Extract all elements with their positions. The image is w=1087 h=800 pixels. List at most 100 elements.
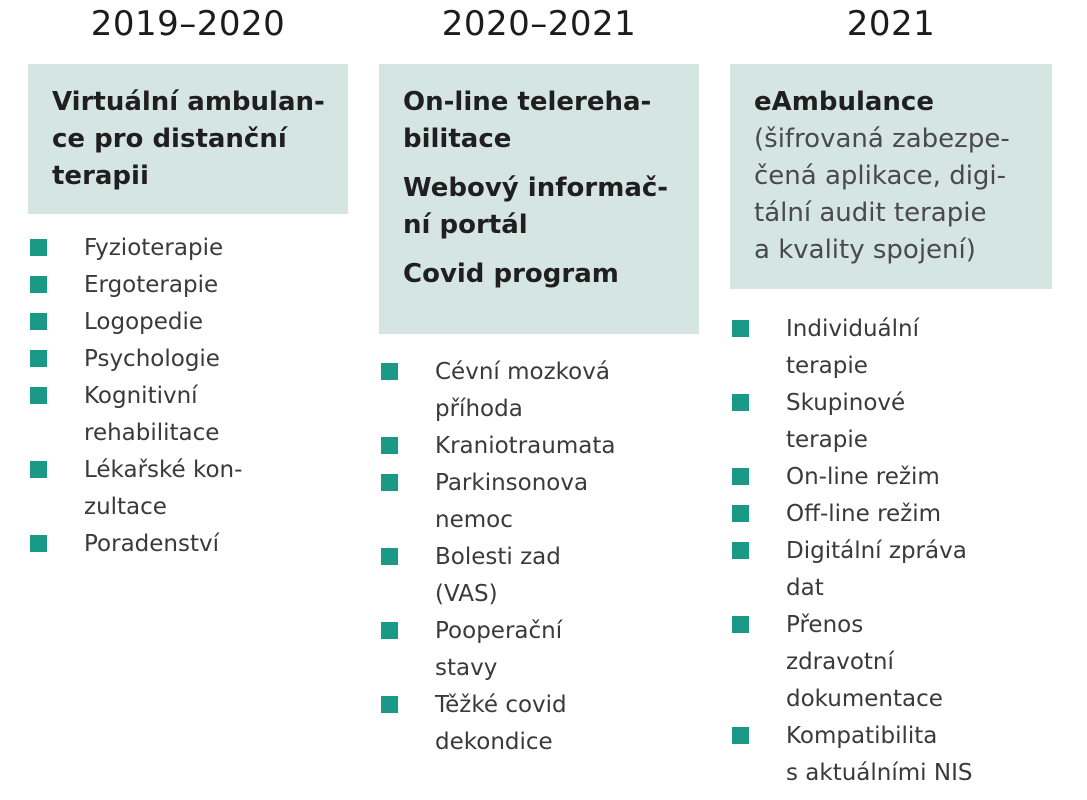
list-item: Kraniotraumata <box>379 428 699 465</box>
list-item-text: příhoda <box>435 396 523 422</box>
box-text-line: eAmbulance <box>754 87 934 117</box>
list-item-text: Psychologie <box>84 346 220 372</box>
square-bullet-icon <box>732 727 749 744</box>
list-item: Poradenství <box>28 526 348 563</box>
summary-box: Virtuální ambulan-ce pro distanční terapi… <box>28 64 348 214</box>
list-item-text: Skupinové <box>786 390 906 416</box>
square-bullet-icon <box>30 313 47 330</box>
box-spacer <box>403 158 675 170</box>
year-heading: 2019–2020 <box>90 4 286 44</box>
list-item-text: Digitální zpráva <box>786 538 967 564</box>
year-heading: 2021 <box>846 4 936 44</box>
square-bullet-icon <box>30 387 47 404</box>
box-text-line: čená aplikace, digi- <box>754 161 1007 191</box>
square-bullet-icon <box>732 320 749 337</box>
list-item-text: Off-line režim <box>786 501 942 527</box>
list-item-text: On-line režim <box>786 464 940 490</box>
square-bullet-icon <box>381 548 398 565</box>
list-item-text: Kraniotraumata <box>435 433 616 459</box>
timeline-column-2019-2020: 2019–2020 Virtuální ambulan-ce pro dista… <box>28 0 348 563</box>
square-bullet-icon <box>381 474 398 491</box>
list-item: Přenos zdravotní dokumentace <box>730 607 1052 718</box>
list-item-text: Kognitivní <box>84 383 198 409</box>
box-text-line: bilitace <box>403 124 512 154</box>
box-text-line: tální audit terapie <box>754 198 987 228</box>
square-bullet-icon <box>30 239 47 256</box>
summary-box: eAmbulance (šifrovaná zabezpe-čená aplika… <box>730 64 1052 289</box>
square-bullet-icon <box>732 505 749 522</box>
list-item-text: Přenos <box>786 612 864 638</box>
list-item-text: Těžké covid <box>435 692 567 718</box>
square-bullet-icon <box>30 461 47 478</box>
list-item-text: terapie <box>786 353 868 379</box>
list-item-text: Cévní mozková <box>435 359 610 385</box>
list-item: Pooperační stavy <box>379 613 699 687</box>
list-item-text: Fyzioterapie <box>84 235 224 261</box>
square-bullet-icon <box>381 696 398 713</box>
list-item: Skupinové terapie <box>730 385 1052 459</box>
list-item-text: Logopedie <box>84 309 204 335</box>
list-item: Lékařské kon-zultace <box>28 452 348 526</box>
list-item: Fyzioterapie <box>28 230 348 267</box>
list-item: Kognitivní rehabilitace <box>28 378 348 452</box>
list-item-text: dat <box>786 575 824 601</box>
square-bullet-icon <box>30 276 47 293</box>
list-item-text: dekondice <box>435 729 553 755</box>
list-item: Parkinsonova nemoc <box>379 465 699 539</box>
timeline-column-2020-2021: 2020–2021 On-line telereha-bilitace Webov… <box>379 0 699 761</box>
list-item-text: nemoc <box>435 507 513 533</box>
box-text-line: Virtuální ambulan- <box>52 87 325 117</box>
list-item-text: dokumentace <box>786 686 943 712</box>
list-item: Těžké covid dekondice <box>379 687 699 761</box>
list-item: Bolesti zad (VAS) <box>379 539 699 613</box>
list-item-text: Poradenství <box>84 531 220 557</box>
list-item-text: Individuální <box>786 316 919 342</box>
list-item: Ergoterapie <box>28 267 348 304</box>
item-list: Cévní mozková příhoda Kraniotraumata Parkin… <box>379 354 699 761</box>
box-text-line: Covid program <box>403 259 619 289</box>
list-item-text: terapie <box>786 427 868 453</box>
square-bullet-icon <box>381 363 398 380</box>
item-list: Fyzioterapie Ergoterapie Logopedie Psycholo… <box>28 230 348 563</box>
list-item-text: (VAS) <box>435 581 498 607</box>
box-text-line: (šifrovaná zabezpe- <box>754 124 1010 154</box>
list-item: Digitální zpráva dat <box>730 533 1052 607</box>
box-text-line: Webový informač- <box>403 173 669 203</box>
box-text-line: terapii <box>52 161 149 191</box>
item-list: Individuální terapie Skupinové terapie On-li… <box>730 311 1052 792</box>
box-text-line: On-line telereha- <box>403 87 652 117</box>
list-item: Individuální terapie <box>730 311 1052 385</box>
box-text-line: a kvality spojení) <box>754 235 976 265</box>
square-bullet-icon <box>732 616 749 633</box>
timeline-column-2021: 2021 eAmbulance (šifrovaná zabezpe-čená a… <box>730 0 1052 792</box>
list-item: Kompatibilita s aktuálními NIS <box>730 718 1052 792</box>
list-item-text: Lékařské kon- <box>84 457 243 483</box>
list-item: Logopedie <box>28 304 348 341</box>
list-item: Off-line režim <box>730 496 1052 533</box>
square-bullet-icon <box>732 542 749 559</box>
summary-box: On-line telereha-bilitace Webový informač… <box>379 64 699 334</box>
list-item: Cévní mozková příhoda <box>379 354 699 428</box>
list-item: On-line režim <box>730 459 1052 496</box>
list-item-text: Bolesti zad <box>435 544 561 570</box>
square-bullet-icon <box>732 468 749 485</box>
square-bullet-icon <box>732 394 749 411</box>
box-text-line: ní portál <box>403 210 528 240</box>
year-heading: 2020–2021 <box>441 4 637 44</box>
list-item-text: Pooperační <box>435 618 563 644</box>
box-text-line: ce pro distanční <box>52 124 287 154</box>
list-item-text: Kompatibilita <box>786 723 938 749</box>
list-item-text: zultace <box>84 494 167 520</box>
list-item-text: Ergoterapie <box>84 272 219 298</box>
list-item-text: rehabilitace <box>84 420 220 446</box>
square-bullet-icon <box>381 437 398 454</box>
square-bullet-icon <box>30 350 47 367</box>
list-item-text: s aktuálními NIS <box>786 760 973 786</box>
box-spacer <box>403 244 675 256</box>
list-item-text: Parkinsonova <box>435 470 589 496</box>
list-item: Psychologie <box>28 341 348 378</box>
list-item-text: zdravotní <box>786 649 894 675</box>
square-bullet-icon <box>30 535 47 552</box>
square-bullet-icon <box>381 622 398 639</box>
list-item-text: stavy <box>435 655 498 681</box>
